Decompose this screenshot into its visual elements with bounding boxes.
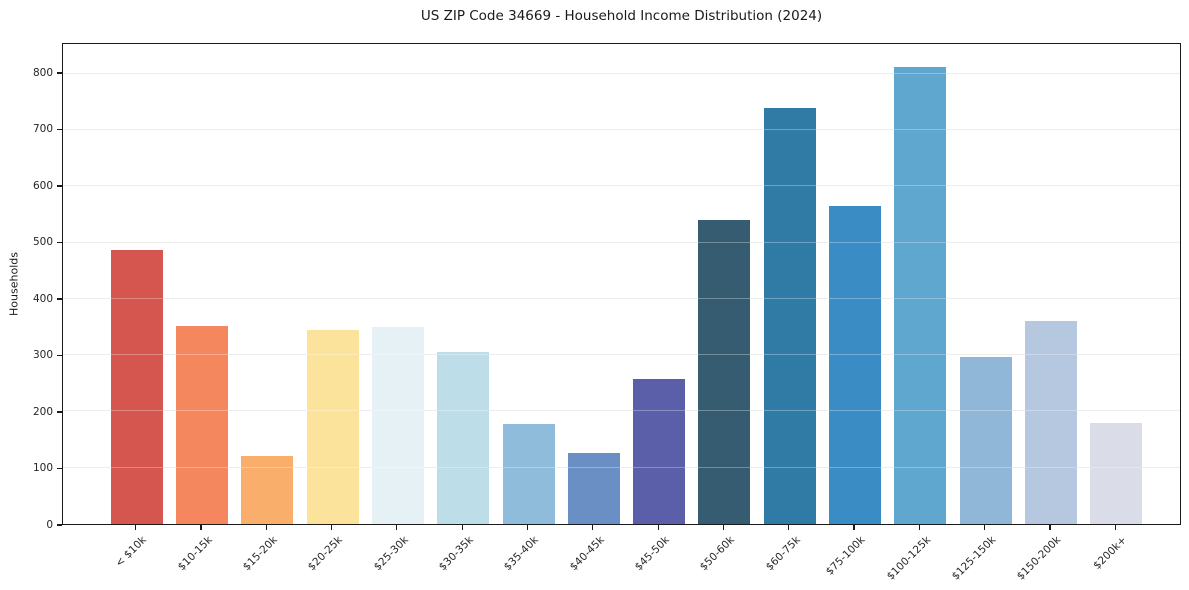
x-tick-label-0: < $10k [113, 534, 150, 570]
x-tick-mark-5 [461, 525, 463, 530]
y-tick-label-700: 700 [32, 123, 53, 136]
x-tick-mark-8 [657, 525, 659, 530]
x-tick-mark-12 [918, 525, 920, 530]
x-tick-mark-10 [788, 525, 790, 530]
bar-$25-30k [371, 327, 424, 524]
y-tick-mark-500 [57, 241, 62, 244]
bar-$35-40k [502, 424, 555, 524]
x-tick-label-15: $200k+ [1090, 534, 1129, 572]
y-tick-mark-400 [57, 298, 62, 300]
x-tick-label-13: $125-150k [949, 534, 999, 583]
bar-$20-25k [306, 330, 359, 524]
bar-$150-200k [1025, 320, 1078, 524]
bar-$40-45k [567, 453, 620, 524]
gridline-overlay-y600 [63, 185, 1180, 187]
x-tick-mark-3 [330, 525, 333, 530]
gridline-overlay-y300 [63, 354, 1180, 356]
x-tick-mark-0 [135, 525, 137, 530]
gridline-y500 [63, 241, 1180, 243]
x-tick-mark-15 [1114, 525, 1116, 530]
x-tick-mark-9 [722, 525, 725, 530]
bar-$100-125k [894, 67, 947, 524]
x-tick-label-3: $20-25k [305, 534, 346, 574]
plot-area [62, 43, 1181, 525]
y-axis-label: Households [7, 252, 21, 316]
x-tick-mark-4 [396, 525, 398, 530]
x-tick-mark-6 [526, 525, 529, 530]
x-tick-mark-13 [984, 525, 986, 530]
bar-$75-100k [829, 206, 882, 524]
bar-$200k+ [1090, 423, 1143, 524]
x-tick-label-2: $15-20k [240, 534, 280, 574]
y-tick-mark-200 [57, 411, 62, 413]
x-tick-label-5: $30-35k [436, 534, 476, 574]
x-tick-mark-1 [200, 525, 202, 530]
y-tick-mark-300 [57, 354, 62, 357]
bar-$60-75k [763, 107, 816, 524]
x-tick-mark-14 [1049, 525, 1051, 530]
y-tick-label-400: 400 [32, 292, 53, 305]
y-tick-label-200: 200 [32, 405, 53, 418]
bar-< $10k [110, 249, 163, 524]
y-tick-mark-100 [57, 467, 62, 470]
y-tick-label-800: 800 [32, 66, 53, 79]
gridline-y100 [63, 466, 1180, 468]
gridline-y600 [63, 185, 1180, 187]
x-tick-label-6: $35-40k [501, 534, 542, 574]
gridline-overlay-y200 [63, 410, 1180, 412]
y-tick-label-100: 100 [32, 462, 53, 475]
y-tick-label-500: 500 [32, 236, 53, 249]
gridline-y700 [63, 129, 1180, 131]
bar-$45-50k [633, 379, 686, 524]
gridline-overlay-y500 [63, 241, 1180, 243]
bar-$125-150k [959, 357, 1012, 524]
x-tick-label-9: $50-60k [697, 534, 737, 574]
bar-$10-15k [175, 325, 228, 524]
x-tick-label-10: $60-75k [763, 534, 803, 574]
gridline-overlay-y700 [63, 129, 1180, 131]
gridline-overlay-y100 [63, 466, 1180, 468]
x-tick-label-4: $25-30k [371, 534, 411, 574]
gridline-y800 [63, 72, 1180, 74]
y-tick-mark-800 [57, 72, 62, 74]
x-tick-label-8: $45-50k [632, 534, 672, 574]
y-tick-mark-700 [57, 128, 62, 131]
gridline-y300 [63, 354, 1180, 356]
x-tick-label-11: $75-100k [823, 534, 868, 578]
y-tick-label-0: 0 [46, 519, 53, 531]
x-tick-mark-2 [265, 525, 267, 530]
y-tick-label-300: 300 [32, 349, 53, 362]
chart-title: US ZIP Code 34669 - Household Income Dis… [420, 8, 823, 24]
bar-$15-20k [241, 456, 294, 524]
gridline-overlay-y400 [63, 297, 1180, 299]
gridline-y200 [63, 410, 1180, 412]
y-tick-label-600: 600 [32, 179, 53, 192]
bar-$50-60k [698, 220, 751, 524]
x-tick-label-14: $150-200k [1014, 534, 1064, 583]
x-tick-mark-7 [592, 525, 594, 530]
x-tick-label-7: $40-45k [567, 534, 607, 574]
x-tick-label-1: $10-15k [175, 534, 215, 574]
y-tick-mark-0 [57, 524, 62, 526]
x-tick-mark-11 [853, 525, 855, 530]
gridline-overlay-y800 [63, 72, 1180, 74]
bar-$30-35k [437, 351, 490, 524]
x-tick-label-12: $100-125k [884, 534, 933, 583]
gridline-y400 [63, 297, 1180, 299]
y-tick-mark-600 [57, 185, 62, 187]
